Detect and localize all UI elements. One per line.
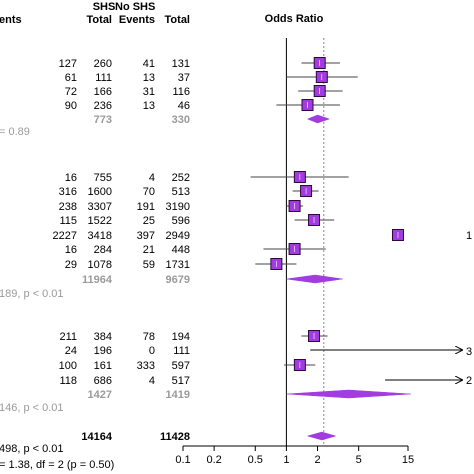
- subgroup-test: = 1.38, df = 2 (p = 0.50): [0, 459, 114, 471]
- row-13-total-shs: 384: [94, 331, 112, 343]
- row-2-events-no-shs: 31: [143, 86, 155, 98]
- row-13-total-no-shs: 194: [172, 331, 190, 343]
- header-total-1: Total: [87, 14, 112, 26]
- row-1-events-no-shs: 13: [143, 72, 155, 84]
- row-6-total-no-shs: 513: [172, 186, 190, 198]
- row-1-total-no-shs: 37: [178, 72, 190, 84]
- x-tick-label-3: 1: [283, 454, 289, 466]
- row-9-events-shs: 2227: [53, 230, 77, 242]
- row-13-events-shs: 211: [59, 331, 77, 343]
- x-tick-label-1: 0.2: [206, 454, 221, 466]
- x-tick-label-2: 0.5: [248, 454, 263, 466]
- header-total-2: Total: [165, 14, 190, 26]
- row-3-total-shs: 236: [94, 100, 112, 112]
- row-4-pooled-diamond: [306, 114, 331, 124]
- row-1-total-shs: 111: [95, 72, 112, 84]
- row-17-total-no-shs: 1419: [166, 389, 190, 401]
- row-9-total-no-shs: 2949: [166, 230, 190, 242]
- table-rows: 127 260 41 131 61 111 13 37 72 166 31 116 90 236 13 46 7…: [53, 58, 190, 443]
- row-5-events-shs: 16: [65, 172, 77, 184]
- row-9-total-shs: 3418: [88, 230, 112, 242]
- row-7-events-no-shs: 191: [137, 201, 155, 213]
- row-11-total-no-shs: 1731: [166, 259, 190, 271]
- x-tick-label-6: 15: [402, 454, 414, 466]
- row-5-events-no-shs: 4: [149, 172, 155, 184]
- row-0-events-no-shs: 41: [143, 58, 155, 70]
- x-axis: 0.1 0.2 0.5 1 2 5 15: [175, 445, 414, 466]
- row-10-total-shs: 284: [94, 244, 112, 256]
- row-14-events-no-shs: 0: [149, 345, 155, 357]
- row-8-events-shs: 115: [59, 215, 77, 227]
- row-18-total-shs: 14164: [81, 431, 112, 443]
- row-5-total-shs: 755: [94, 172, 112, 184]
- row-9-events-no-shs: 397: [137, 230, 155, 242]
- row-7-total-shs: 3307: [88, 201, 112, 213]
- row-17-total-shs: 1427: [88, 389, 112, 401]
- row-4-total-no-shs: 330: [172, 114, 190, 126]
- row-8-total-shs: 1522: [88, 215, 112, 227]
- row-11-total-shs: 1078: [88, 259, 112, 271]
- row-11-events-no-shs: 59: [143, 259, 155, 271]
- row-3-events-shs: 90: [65, 100, 77, 112]
- row-10-events-no-shs: 21: [143, 244, 155, 256]
- row-15-events-no-shs: 333: [137, 360, 155, 372]
- row-16-events-no-shs: 4: [149, 375, 155, 387]
- row-18-pooled-diamond: [306, 431, 337, 441]
- header-shs: SHS: [93, 1, 116, 13]
- row-15-total-shs: 161: [94, 360, 112, 372]
- heterogeneity-3: 146, p < 0.01: [0, 402, 64, 414]
- row-17-pooled-diamond: [286, 389, 411, 399]
- row-12-pooled-diamond: [286, 274, 343, 284]
- header-events-2: Events: [119, 14, 155, 26]
- header-events-1: ents: [0, 14, 22, 26]
- row-6-events-no-shs: 70: [143, 186, 155, 198]
- right-fragment-b: 3: [466, 346, 472, 358]
- right-fragment-c: 2: [466, 375, 472, 387]
- row-5-total-no-shs: 252: [172, 172, 190, 184]
- row-14-events-shs: 24: [65, 345, 77, 357]
- row-7-events-shs: 238: [59, 201, 77, 213]
- header-no-shs: No SHS: [115, 1, 155, 13]
- row-6-total-shs: 1600: [88, 186, 112, 198]
- heterogeneity-2: 189, p < 0.01: [0, 288, 64, 300]
- row-15-events-shs: 100: [59, 360, 77, 372]
- row-16-total-no-shs: 517: [172, 375, 190, 387]
- row-0-total-no-shs: 131: [172, 58, 190, 70]
- row-14-total-no-shs: 111: [173, 345, 190, 357]
- row-16-total-shs: 686: [94, 375, 112, 387]
- row-10-total-no-shs: 448: [172, 244, 190, 256]
- row-16-events-shs: 118: [59, 375, 77, 387]
- plot-area: [250, 38, 462, 446]
- row-3-events-no-shs: 13: [143, 100, 155, 112]
- x-tick-label-4: 2: [314, 454, 320, 466]
- row-18-total-no-shs: 11428: [160, 431, 190, 443]
- row-14-total-shs: 196: [94, 345, 112, 357]
- row-12-total-shs: 11964: [82, 274, 113, 286]
- row-13-events-no-shs: 78: [143, 331, 155, 343]
- row-7-total-no-shs: 3190: [166, 201, 190, 213]
- row-12-total-no-shs: 9679: [166, 274, 190, 286]
- x-tick-label-5: 5: [356, 454, 362, 466]
- row-8-total-no-shs: 596: [172, 215, 190, 227]
- row-0-total-shs: 260: [94, 58, 112, 70]
- row-2-events-shs: 72: [65, 86, 77, 98]
- overall-test: 498, p < 0.01: [0, 443, 64, 455]
- row-8-events-no-shs: 25: [143, 215, 155, 227]
- heterogeneity-1: = 0.89: [0, 126, 30, 138]
- row-6-events-shs: 316: [59, 186, 77, 198]
- row-2-total-no-shs: 116: [172, 86, 190, 98]
- row-4-total-shs: 773: [94, 114, 112, 126]
- x-tick-label-0: 0.1: [175, 454, 190, 466]
- right-fragment-a: 1: [466, 230, 472, 242]
- axis-title: Odds Ratio: [265, 13, 324, 25]
- row-1-events-shs: 61: [65, 72, 77, 84]
- row-15-total-no-shs: 597: [172, 360, 190, 372]
- row-2-total-shs: 166: [94, 86, 112, 98]
- row-10-events-shs: 16: [65, 244, 77, 256]
- row-3-total-no-shs: 46: [178, 100, 190, 112]
- row-11-events-shs: 29: [65, 259, 77, 271]
- row-0-events-shs: 127: [59, 58, 77, 70]
